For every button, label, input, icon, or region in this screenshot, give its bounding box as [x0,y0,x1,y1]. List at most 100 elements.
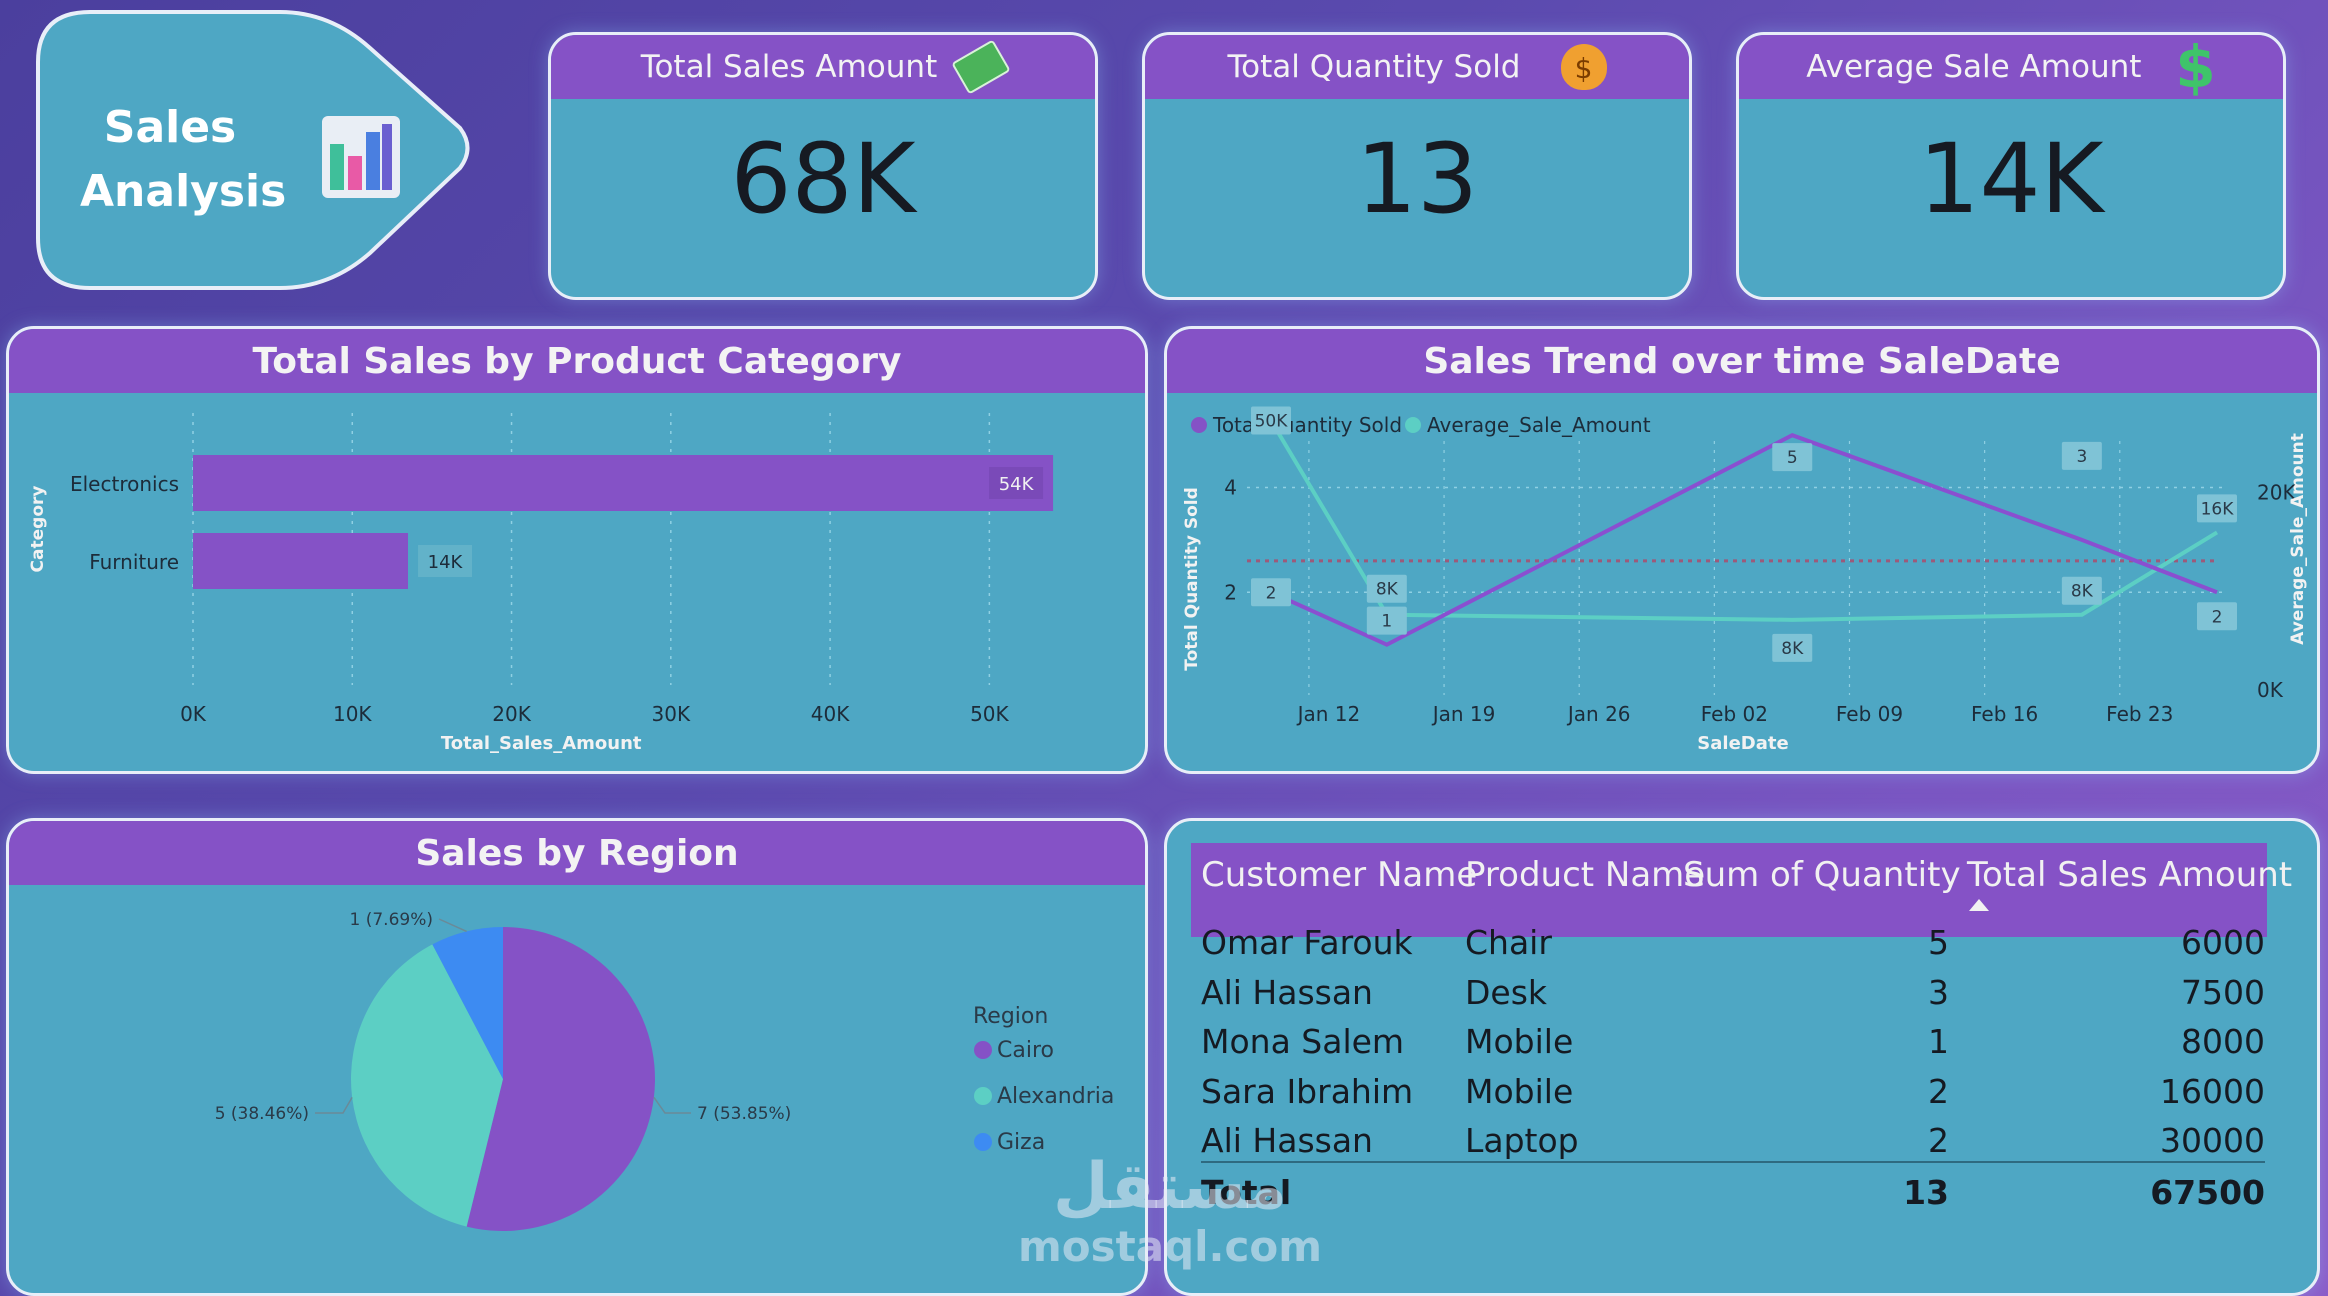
legend-title: Region [973,1004,1048,1029]
watermark: مستقل mostaql.com [1010,1150,1330,1270]
x-axis-title: Total_Sales_Amount [441,733,642,754]
table-cell: 1 [1928,1022,1949,1061]
panel-title: Sales by Region [9,821,1145,885]
x-tick-label: 50K [970,702,1009,726]
legend-marker [974,1041,992,1059]
table-cell: Laptop [1465,1121,1579,1160]
y2-axis-title: Average_Sale_Amount [2288,433,2308,645]
data-label-quantity: 3 [2076,447,2087,467]
x-tick-label: Feb 16 [1971,702,2038,726]
kpi-title: Total Quantity Sold [1227,49,1521,85]
table-cell: 16000 [2160,1071,2265,1111]
leader-line [438,918,467,933]
data-label-bg [2061,441,2102,470]
x-tick-label: Feb 02 [1701,702,1768,726]
kpi-value: 13 [1355,123,1479,235]
bar-chart-panel: Total Sales by Product Category 0K 10K 20K… [6,326,1148,774]
brand-title: Sales Analysis [80,102,287,217]
money-bag-icon: $ [1560,44,1607,90]
column-header: Sum of Quantity [1683,855,1961,895]
data-label-average: 8K [1376,580,1399,600]
kpi-value: 14K [1918,123,2104,235]
x-tick-label: Jan 19 [1431,702,1496,726]
table-cell: 7500 [2181,972,2265,1012]
table-cell: 3 [1928,972,1949,1012]
data-label-bg [2197,494,2237,523]
brand-shape [36,10,470,290]
pie-slice-alexandria [350,944,503,1227]
data-label-quantity: 2 [1266,583,1277,603]
data-label-bg [418,545,473,577]
series-line-average-sale [1269,419,2219,622]
pie-slice-cairo [466,927,655,1231]
legend-marker [974,1087,992,1105]
x-axis-title: SaleDate [1697,733,1788,754]
bar-chart-icon [322,116,400,198]
data-label-bg [2197,602,2237,631]
data-label-average: 50K [1255,412,1289,432]
x-tick-label: 40K [811,702,850,726]
category-label: Electronics [70,472,179,496]
table-cell: Chair [1465,923,1552,962]
legend-marker [1405,417,1421,433]
table-header [1191,843,2267,937]
table-cell: 5 [1928,923,1949,962]
panel-title: Total Sales by Product Category [9,329,1145,393]
sort-asc-icon[interactable] [1969,899,1989,911]
data-label-bg [1366,574,1407,603]
kpi-card-total-quantity: Total Quantity Sold $ 13 [1142,32,1692,300]
money-icon [951,39,1012,95]
slice-label: 7 (53.85%) [697,1104,791,1124]
y-axis-title: Category [28,486,48,573]
table-cell: 6000 [2181,923,2265,962]
data-label-average: 16K [2201,499,2235,519]
brand-logo: Sales Analysis [30,8,470,290]
table-cell: Omar Farouk [1201,923,1413,962]
table-cell: 8000 [2181,1022,2265,1061]
total-amount: 67500 [2150,1173,2265,1212]
y2-tick-label: 20K [2257,480,2296,504]
panel-title: Sales Trend over time SaleDate [1167,329,2317,393]
data-label-bg [989,467,1044,499]
dollar-icon: $ [2175,33,2216,101]
pie-chart-panel: Sales by Region 7 (53.85%) 5 (38.46%) 1 (7… [6,818,1148,1296]
x-tick-label: 30K [652,702,691,726]
series-line-quantity [1270,433,2218,647]
kpi-value: 68K [730,123,916,235]
table-cell: Mona Salem [1201,1022,1405,1061]
column-header: Product Name [1465,855,1706,895]
legend-marker [1191,417,1207,433]
y-tick-label: 2 [1224,580,1237,604]
x-tick-label: Jan 26 [1566,702,1631,726]
x-tick-label: Feb 09 [1836,702,1903,726]
x-tick-label: Jan 12 [1296,702,1361,726]
slice-label: 1 (7.69%) [350,910,434,930]
data-label-average: 8K [1781,639,1804,659]
legend-label: Alexandria [997,1084,1114,1109]
table-cell: 2 [1928,1071,1949,1111]
column-header: Total Sales Amount [1967,855,2293,895]
x-tick-label: 20K [492,702,531,726]
kpi-card-total-sales: Total Sales Amount 68K [548,32,1098,300]
leader-line [315,1096,353,1114]
data-label-bg [1251,578,1291,607]
y-tick-label: 4 [1224,476,1237,500]
slice-label: 5 (38.46%) [215,1104,309,1124]
kpi-title: Average Sale Amount [1806,49,2142,85]
sales-table: Customer Name Product Name Sum of Quantity… [1167,821,2317,1293]
kpi-card-average-sale: Average Sale Amount $ 14K [1736,32,2286,300]
table-cell: Mobile [1465,1071,1574,1111]
table-cell: Sara Ibrahim [1201,1071,1414,1111]
data-label: 14K [428,552,464,573]
bar [193,455,1054,511]
legend-label: Cairo [997,1038,1054,1063]
data-label-average: 8K [2071,582,2094,602]
total-quantity: 13 [1903,1173,1949,1212]
table-panel: Customer Name Product Name Sum of Quantity… [1164,818,2320,1296]
data-label-bg [2061,576,2102,605]
table-cell: Ali Hassan [1201,1121,1373,1160]
legend-marker [974,1133,992,1151]
x-tick-label: 10K [333,702,372,726]
data-label-bg [1772,443,1813,472]
data-label-quantity: 1 [1381,612,1392,632]
